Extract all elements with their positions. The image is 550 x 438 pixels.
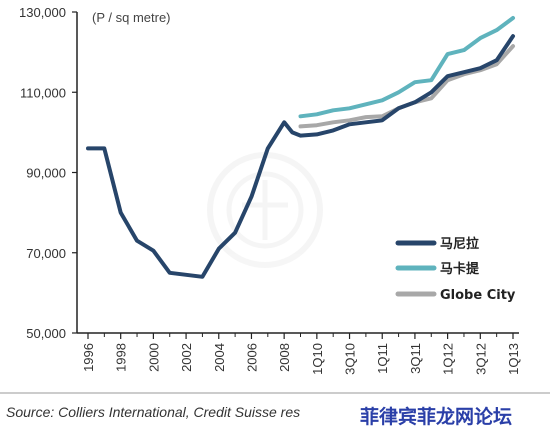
x-tick-label: 1998 [114,343,129,372]
y-tick-label: 70,000 [26,246,66,261]
y-tick-label: 50,000 [26,326,66,341]
legend-label-globe-city: Globe City [440,288,516,303]
series-layer [86,16,515,279]
x-tick-label: 2000 [146,343,161,372]
x-tick-label: 2004 [212,343,227,372]
x-axis-ticks: 1996 1998 2000 2002 2004 2006 2008 1Q10 3Q10 1Q11… [81,333,521,375]
watermark-background [355,399,545,431]
legend: 马尼拉 马卡提 Globe City [395,236,516,303]
x-tick-label: 2002 [179,343,194,372]
y-axis-ticks: 130,000 110,000 90,000 70,000 50,000 [19,5,77,341]
x-tick-label: 1Q11 [375,343,390,374]
background-emblem-icon [207,152,323,268]
legend-label-makati: 马卡提 [440,261,480,277]
y-tick-label: 90,000 [26,166,66,181]
series-line-manila [86,34,515,279]
series-line-makati [298,16,515,119]
unit-label: (P / sq metre) [92,10,171,25]
legend-label-manila: 马尼拉 [440,236,479,252]
x-tick-label: 1Q12 [441,343,456,375]
source-note: Source: Colliers International, Credit S… [6,404,300,420]
x-tick-label: 3Q10 [343,343,358,375]
x-tick-label: 1Q10 [310,343,325,375]
x-tick-label: 3Q12 [473,343,488,375]
x-tick-label: 3Q11 [408,343,423,374]
x-tick-label: 2008 [277,343,292,372]
x-tick-label: 1996 [81,343,96,372]
y-tick-label: 130,000 [19,5,66,20]
x-tick-label: 1Q13 [506,343,521,375]
watermark-text: 菲律宾菲龙网论坛 [360,405,512,428]
x-tick-label: 2006 [244,343,259,372]
y-tick-label: 110,000 [20,85,66,100]
